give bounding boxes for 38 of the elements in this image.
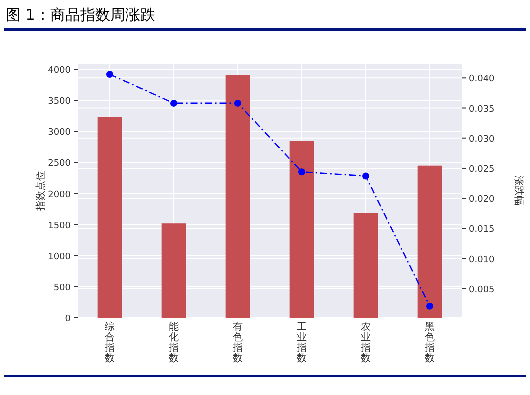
y-tick-label: 3000 (48, 128, 72, 138)
y-tick-label: 2000 (48, 190, 72, 200)
bar (98, 117, 122, 318)
y2-tick-label: 0.020 (469, 195, 496, 206)
bar (290, 141, 314, 318)
bar (354, 213, 378, 318)
y2-tick-label: 0.015 (469, 225, 495, 236)
y-tick-label: 2500 (48, 159, 72, 170)
point (426, 302, 434, 310)
point (170, 100, 178, 107)
point (362, 172, 370, 180)
y2-axis-title: 涨跌幅 (513, 176, 525, 206)
y2-tick-label: 0.035 (469, 104, 495, 115)
x-tick-label: 综合指数 (104, 321, 115, 364)
x-tick-label: 黑色指数 (424, 322, 435, 364)
point (106, 71, 114, 78)
y-tick-label: 4000 (48, 66, 72, 76)
x-tick-label: 工业指数 (296, 322, 307, 364)
y2-tick-label: 0.030 (469, 134, 496, 145)
point (298, 168, 306, 176)
x-tick-label: 有色指数 (232, 321, 243, 364)
y2-tick-label: 0.005 (469, 285, 495, 296)
y2-tick-label: 0.040 (469, 74, 496, 85)
y-tick-label: 0 (65, 314, 72, 324)
chart-title: 图 1：商品指数周涨跌 (6, 6, 156, 24)
y-tick-label: 1000 (48, 252, 72, 262)
y-tick-label: 1500 (48, 221, 72, 232)
y2-tick-label: 0.010 (469, 255, 496, 266)
x-tick-label: 农业指数 (360, 322, 371, 364)
x-tick-label: 能化指数 (168, 321, 179, 364)
y-tick-label: 500 (54, 283, 72, 294)
bar (162, 224, 186, 318)
y2-tick-label: 0.025 (469, 164, 495, 175)
y-axis-title: 指数点位 (35, 171, 47, 212)
bar (418, 166, 442, 318)
y-tick-label: 3500 (48, 97, 72, 108)
point (234, 100, 242, 107)
bar (226, 75, 250, 318)
